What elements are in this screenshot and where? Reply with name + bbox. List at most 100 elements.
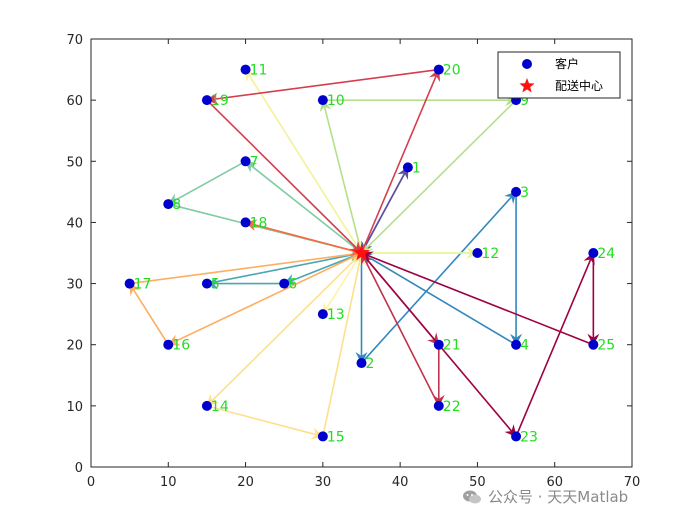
customer-point-7 [240,156,251,167]
x-axis: 0 10 20 30 40 50 60 70 [87,39,640,490]
customer-point-13 [317,309,328,320]
customer-label-6: 6 [288,277,297,293]
route-arrow [206,252,363,407]
customer-point-20 [433,64,444,75]
customer-label-18: 18 [250,215,268,231]
customer-point-25 [588,339,599,350]
y-tick-label: 40 [66,216,83,231]
customer-label-24: 24 [597,246,615,262]
legend-depot-marker [519,78,535,93]
customer-label-25: 25 [597,338,615,354]
customer-label-5: 5 [211,277,220,293]
customer-point-16 [163,339,174,350]
route-arrow [283,252,362,286]
x-tick-label: 0 [87,475,95,490]
y-tick-label: 0 [75,461,83,476]
y-tick-label: 70 [66,33,83,48]
watermark-text: 公众号 · 天天Matlab [488,488,629,506]
x-tick-label: 40 [392,475,409,490]
route-arrow [244,69,363,254]
x-tick-label: 10 [160,475,177,490]
route-arrow [360,68,441,254]
y-tick-label: 30 [66,278,83,293]
customer-label-16: 16 [172,338,190,354]
route-arrow [360,252,517,346]
y-tick-label: 50 [66,155,83,170]
customer-label-1: 1 [412,160,421,176]
route-arrow [360,252,440,407]
routes-layer [128,68,600,440]
customer-label-4: 4 [520,338,529,354]
customer-label-8: 8 [172,197,181,213]
x-tick-label: 60 [546,475,563,490]
customer-point-21 [433,339,444,350]
route-arrow [360,251,594,346]
customer-point-1 [402,162,413,173]
y-tick-label: 10 [66,400,83,415]
x-tick-label: 20 [237,475,254,490]
customer-point-8 [163,199,174,210]
watermark: 公众号 · 天天Matlab [462,486,628,507]
route-arrow [128,282,169,346]
customer-point-10 [317,95,328,106]
customer-label-20: 20 [443,63,461,79]
customer-point-14 [201,400,212,411]
customer-label-9: 9 [520,93,529,109]
customer-point-18 [240,217,251,228]
route-arrow [167,160,246,205]
legend-box [497,51,621,99]
x-tick-label: 30 [315,475,332,490]
customer-label-13: 13 [327,307,345,323]
depot-marker [352,244,371,261]
customer-point-24 [588,248,599,258]
x-tick-label: 70 [624,475,641,490]
route-arrow [167,252,362,346]
customer-point-4 [511,339,522,350]
customer-label-14: 14 [211,399,229,415]
customer-label-23: 23 [520,429,538,445]
legend: 客户 配送中心 [497,51,621,99]
y-tick-label: 60 [66,94,83,109]
route-arrow [360,167,409,254]
x-tick-label: 50 [469,475,486,490]
customer-point-2 [356,358,367,369]
route-arrow [129,248,363,285]
route-arrow [245,221,363,256]
route-arrow [360,99,517,254]
customer-label-11: 11 [250,63,268,79]
customer-point-19 [201,95,212,106]
customer-point-17 [124,278,135,289]
route-arrow [206,99,363,254]
y-axis: 0 10 20 30 40 50 60 70 [66,33,632,476]
route-arrow [515,252,595,437]
wechat-icon [463,490,481,503]
customer-label-15: 15 [327,429,345,445]
customer-point-15 [317,431,328,442]
points-layer [124,64,599,442]
customer-label-19: 19 [211,93,229,109]
customer-point-5 [201,278,212,289]
customer-label-12: 12 [481,246,499,262]
plot-frame [90,38,633,468]
customer-label-17: 17 [134,277,152,293]
customer-point-11 [240,64,251,75]
route-arrow [319,99,363,254]
y-tick-label: 20 [66,339,83,354]
route-arrow [360,191,517,364]
route-arrow [206,405,324,440]
legend-customer-marker [522,59,532,69]
customer-point-22 [433,400,444,411]
customer-label-7: 7 [250,154,259,170]
legend-depot-label: 配送中心 [555,78,603,93]
customer-label-2: 2 [366,356,375,372]
customer-label-22: 22 [443,399,461,415]
customer-label-21: 21 [443,338,461,354]
legend-customer-label: 客户 [555,56,579,71]
customer-label-10: 10 [327,93,345,109]
route-arrow [322,252,366,437]
customer-point-23 [511,431,522,442]
route-arrow [205,68,439,105]
customer-point-6 [279,278,290,289]
